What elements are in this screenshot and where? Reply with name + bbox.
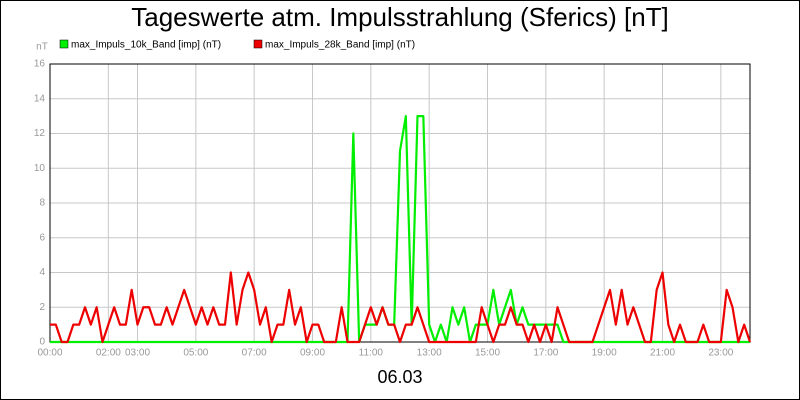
y-axis-label: nT — [36, 42, 48, 53]
y-tick-label: 4 — [39, 267, 45, 278]
y-tick-label: 12 — [34, 128, 46, 139]
y-tick-label: 16 — [34, 59, 46, 70]
y-tick-label: 2 — [39, 302, 45, 313]
legend-label: max_Impuls_28k_Band [imp] (nT) — [265, 40, 415, 51]
legend: max_Impuls_10k_Band [imp] (nT) max_Impuls… — [59, 39, 415, 51]
legend-swatch — [253, 39, 263, 49]
x-tick-label: 13:00 — [417, 348, 442, 359]
x-tick-label: 21:00 — [650, 348, 675, 359]
x-tick-label: 19:00 — [592, 348, 617, 359]
legend-label: max_Impuls_10k_Band [imp] (nT) — [71, 40, 221, 51]
x-tick-label: 05:00 — [183, 348, 208, 359]
x-tick-label: 11:00 — [359, 348, 384, 359]
x-tick-label: 17:00 — [533, 348, 558, 359]
y-tick-label: 10 — [34, 163, 46, 174]
x-tick-label: 09:00 — [300, 348, 325, 359]
series-line — [50, 115, 750, 344]
chart-title: Tageswerte atm. Impulsstrahlung (Sferics… — [131, 2, 669, 32]
series-line — [50, 271, 752, 344]
x-axis-label: 06.03 — [377, 367, 422, 387]
legend-swatch — [59, 39, 69, 49]
y-tick-label: 14 — [34, 93, 46, 104]
y-tick-label: 6 — [39, 232, 45, 243]
x-tick-label: 07:00 — [242, 348, 267, 359]
y-tick-label: 0 — [39, 337, 45, 348]
y-tick-label: 8 — [39, 198, 45, 209]
x-tick-label: 03:00 — [125, 348, 150, 359]
x-tick-label: 02:00 — [96, 348, 121, 359]
x-tick-label: 00:00 — [37, 348, 62, 359]
x-tick-label: 15:00 — [475, 348, 500, 359]
x-tick-label: 23:00 — [708, 348, 733, 359]
